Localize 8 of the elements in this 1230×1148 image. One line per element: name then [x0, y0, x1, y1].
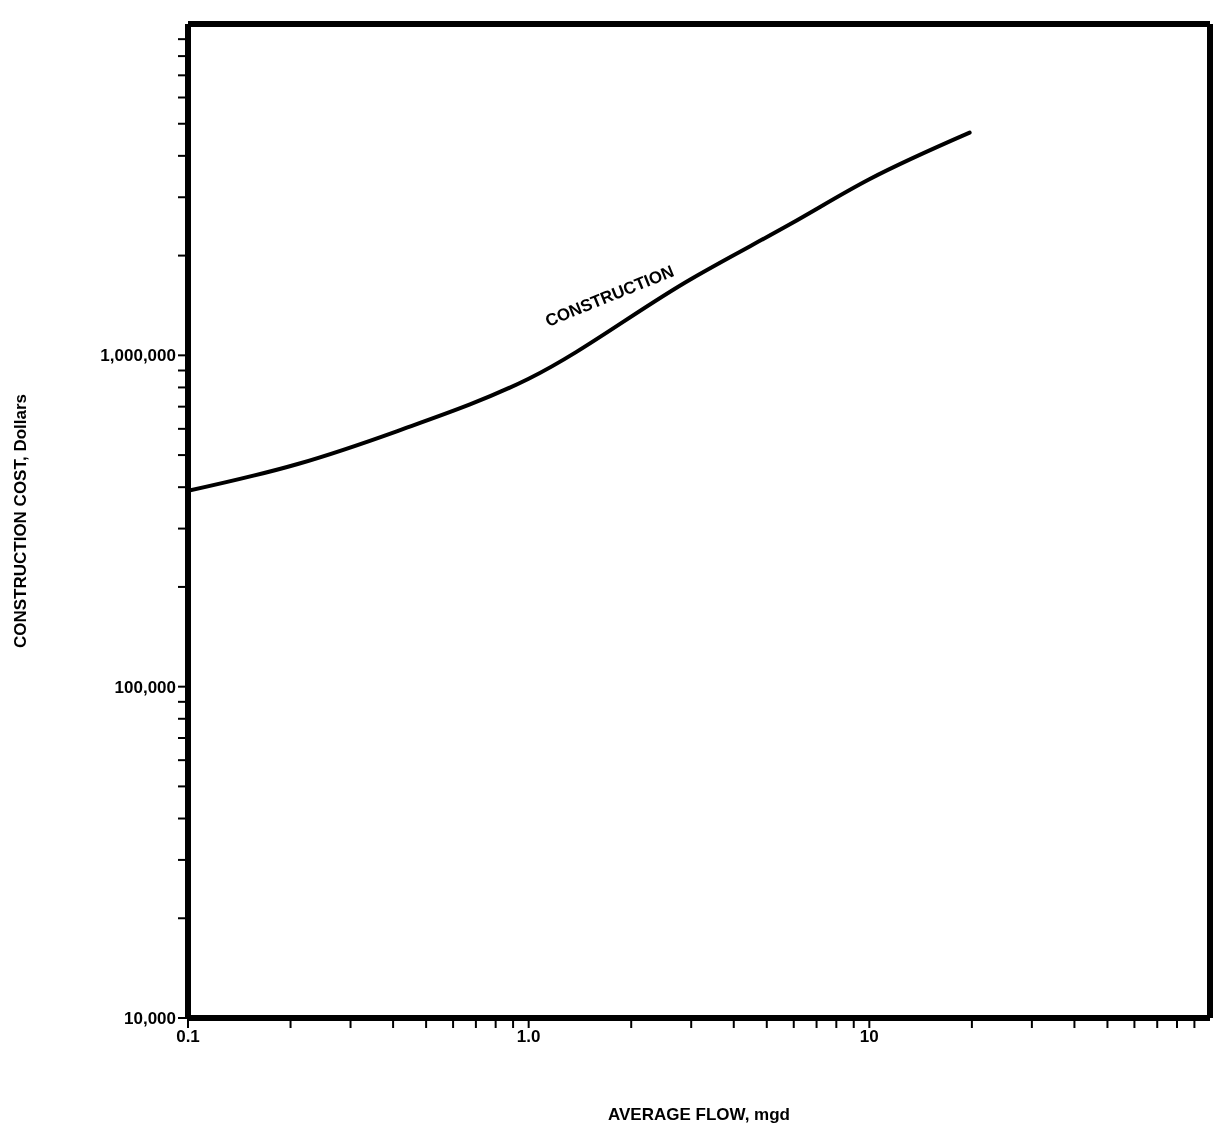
- x-tick-label: 10: [859, 1027, 879, 1047]
- y-axis-title: CONSTRUCTION COST, Dollars: [11, 393, 31, 649]
- x-tick-label: 1.0: [516, 1027, 541, 1047]
- y-tick-label: 10,000: [124, 1009, 176, 1029]
- y-tick-label: 100,000: [114, 677, 176, 697]
- x-axis-title: AVERAGE FLOW, mgd: [608, 1105, 790, 1124]
- x-tick-label: 0.1: [176, 1027, 200, 1047]
- y-tick-label: 1,000,000: [100, 346, 176, 366]
